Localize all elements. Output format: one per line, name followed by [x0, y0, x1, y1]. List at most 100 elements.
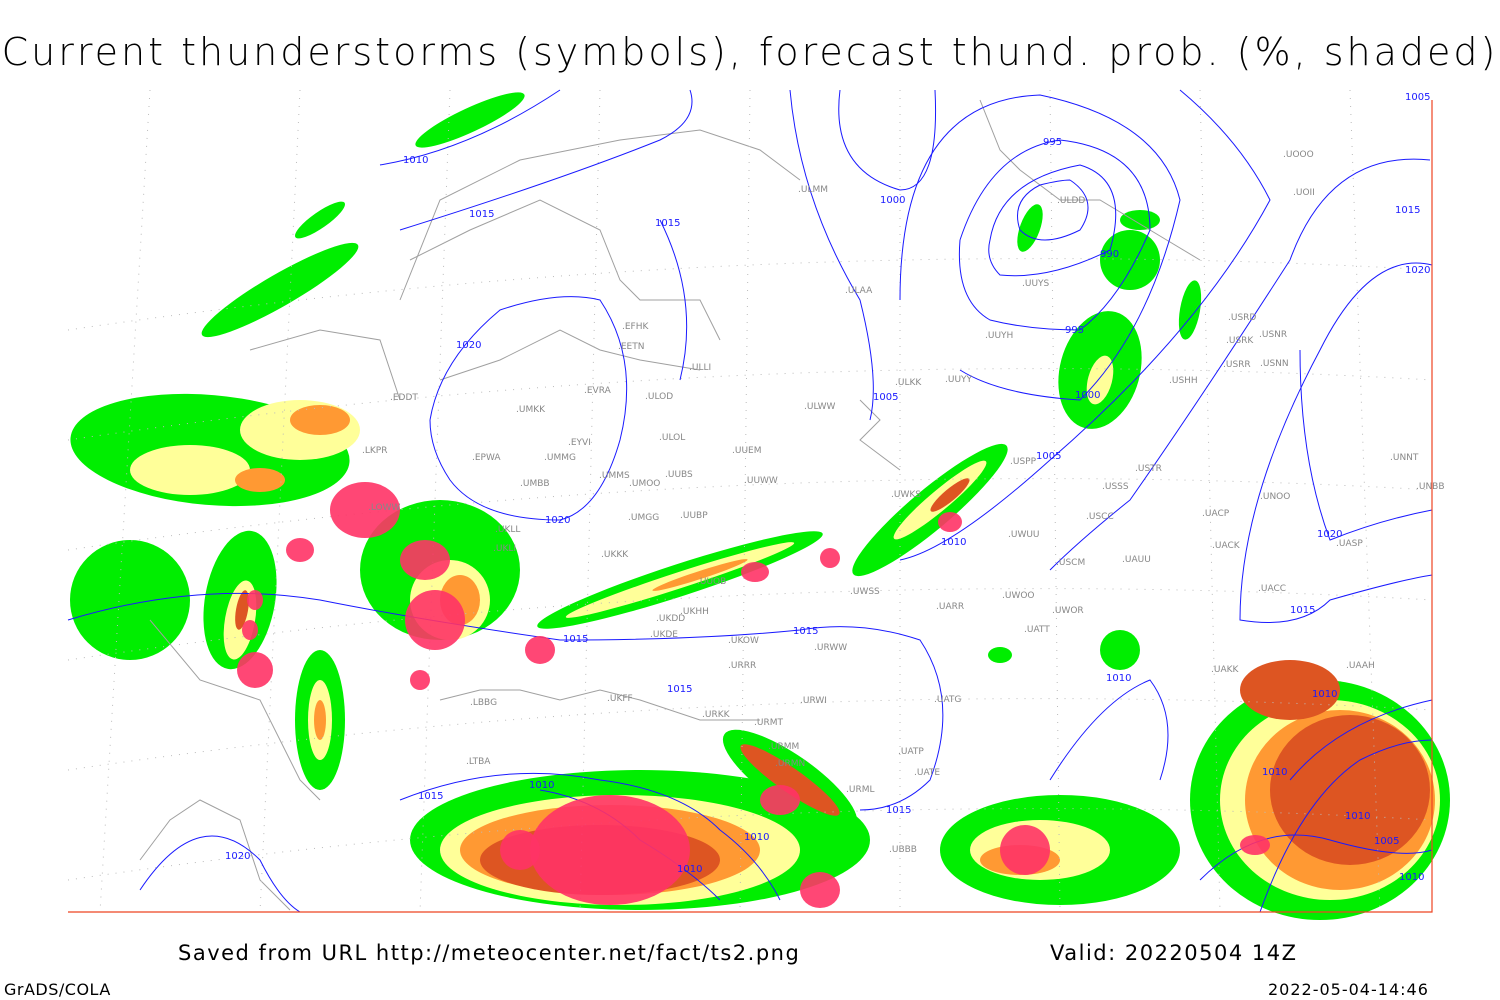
isobar-label: 1010: [529, 780, 554, 791]
thunderstorm-symbol: [800, 872, 840, 908]
probability-area: [235, 590, 249, 630]
station-label: .UMMS: [599, 471, 630, 481]
station-label: .LKPR: [362, 446, 387, 456]
software-credit: GrADS/COLA: [4, 980, 111, 999]
station-label: .UUEM: [732, 446, 762, 456]
station-label: .UATG: [934, 695, 961, 705]
station-label: .UWSS: [850, 587, 880, 597]
station-label: .UOOO: [1283, 150, 1314, 160]
isobar-label: 995: [1065, 325, 1084, 336]
isobar-label: 1015: [886, 805, 911, 816]
station-label: .ULOL: [659, 433, 685, 443]
meridian: [99, 89, 151, 913]
thunderstorm-symbol: [1240, 835, 1270, 855]
thunderstorm-symbol: [1000, 825, 1050, 875]
station-label: .UUYS: [1022, 279, 1050, 289]
station-label: .UUBP: [680, 511, 708, 521]
isobar-label: 1010: [1262, 767, 1287, 778]
station-label: .UARR: [936, 602, 964, 612]
isobar: [399, 772, 781, 901]
probability-area: [1240, 660, 1340, 720]
station-label: .URKK: [702, 710, 731, 720]
station-label: .LTBA: [466, 757, 491, 767]
station-label: .UKHH: [680, 607, 709, 617]
probability-area: [235, 468, 285, 492]
station-label: .USTR: [1135, 464, 1162, 474]
station-label: .ULLI: [689, 363, 711, 373]
isobar-label: 1000: [1075, 390, 1100, 401]
probability-area: [1100, 230, 1160, 290]
probability-area: [70, 540, 190, 660]
thunderstorm-symbol: [400, 540, 450, 580]
coastline: [409, 199, 721, 341]
thunderstorm-symbol: [242, 620, 258, 640]
isobar: [789, 89, 874, 421]
station-label: .URMN: [775, 759, 805, 769]
coastline: [139, 799, 291, 911]
station-label: .UMKK: [516, 405, 546, 415]
isobar: [899, 89, 1271, 561]
station-label: .UMMG: [544, 453, 576, 463]
station-label: .USNR: [1259, 330, 1287, 340]
probability-area: [415, 92, 525, 148]
station-label: .UKFF: [607, 694, 633, 704]
station-label: .UNBB: [1416, 482, 1445, 492]
isobar-label: 1010: [403, 155, 428, 166]
station-label: .UAAH: [1346, 661, 1375, 671]
thunderstorm-symbol: [820, 548, 840, 568]
isobar-label: 1010: [744, 832, 769, 843]
probability-area: [1017, 204, 1043, 252]
station-label: .EDDT: [390, 393, 418, 403]
meridian: [1049, 89, 1061, 913]
isobar-label: 1010: [1345, 811, 1370, 822]
probability-area: [1100, 630, 1140, 670]
probability-area: [290, 405, 350, 435]
probability-area: [1178, 280, 1202, 340]
probability-area: [314, 700, 326, 740]
station-label: .LBBG: [470, 698, 497, 708]
coastline: [149, 619, 321, 801]
station-label: .EYVI: [568, 438, 591, 448]
thunderstorm-symbol: [405, 590, 465, 650]
map-frame: [68, 100, 1433, 913]
isobar-label: 1010: [1312, 689, 1337, 700]
isobar: [958, 139, 1151, 331]
station-label: .UUYY: [945, 375, 973, 385]
probability-area: [295, 201, 345, 239]
isobar-label: 1010: [1106, 673, 1131, 684]
probability-area: [130, 445, 250, 495]
station-label: .UUYH: [985, 331, 1013, 341]
probability-area: [740, 744, 840, 816]
thunderstorm-symbol: [741, 562, 769, 582]
station-label: .UMGG: [628, 513, 659, 523]
thunderstorm-probability-shading: [70, 92, 1450, 920]
station-label: .LOWW: [368, 503, 401, 513]
isobar: [1049, 158, 1431, 571]
coastline: [859, 399, 901, 471]
station-label: .UWKS: [891, 490, 921, 500]
thunderstorm-symbol: [410, 670, 430, 690]
probability-area: [652, 559, 748, 591]
station-label: .USHH: [1169, 376, 1198, 386]
thunderstorm-symbol: [530, 795, 690, 905]
station-label: .EFHK: [622, 322, 649, 332]
isobar: [1049, 679, 1169, 781]
isobar-label: 1000: [880, 195, 905, 206]
station-label: .URWW: [814, 643, 847, 653]
isobar-label: 995: [1043, 137, 1062, 148]
station-label: .USSS: [1102, 482, 1129, 492]
isobar: [1259, 739, 1433, 913]
station-label: .UNNT: [1390, 453, 1419, 463]
probability-area: [1120, 210, 1160, 230]
isobar-label: 1005: [1405, 92, 1430, 103]
isobar-label: 1015: [469, 209, 494, 220]
isobar: [67, 592, 944, 811]
station-label: .UACC: [1258, 584, 1286, 594]
station-label: .ULOD: [645, 392, 673, 402]
station-label: .UKOW: [728, 636, 759, 646]
isobar-label: 1015: [563, 634, 588, 645]
station-label: .URWI: [800, 696, 827, 706]
coastline: [399, 129, 801, 301]
isobar-label: 1020: [456, 340, 481, 351]
thunderstorm-symbol: [938, 512, 962, 532]
